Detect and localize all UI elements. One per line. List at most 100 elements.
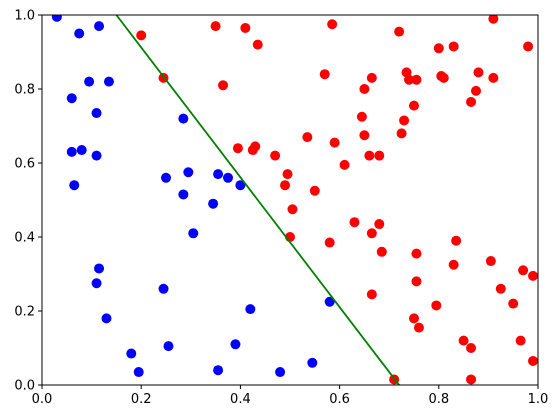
blue-point	[161, 172, 171, 183]
red-point	[488, 15, 499, 24]
blue-point	[91, 108, 102, 119]
blue-point	[94, 21, 105, 32]
red-point	[374, 150, 385, 161]
red-point	[324, 237, 335, 248]
red-point	[466, 374, 477, 385]
red-point	[218, 80, 229, 91]
blue-point	[324, 296, 335, 307]
blue-point	[84, 76, 95, 87]
red-point	[366, 289, 377, 300]
blue-point	[94, 263, 105, 274]
red-point	[433, 43, 444, 54]
red-point	[409, 313, 419, 324]
red-point	[309, 185, 320, 196]
red-point	[515, 335, 526, 346]
red-point	[528, 355, 538, 366]
axes-frame	[41, 14, 539, 386]
red-point	[232, 143, 243, 154]
y-tick-label: 0.6	[14, 157, 35, 172]
red-point	[287, 204, 298, 215]
blue-point	[158, 283, 169, 294]
red-point	[339, 159, 350, 170]
decision-boundary-line	[115, 15, 400, 385]
red-point	[374, 219, 385, 230]
blue-point	[183, 167, 194, 178]
blue-point	[188, 228, 199, 239]
red-point	[518, 265, 529, 276]
red-point	[523, 41, 534, 52]
blue-point	[103, 76, 114, 87]
blue-point	[208, 198, 219, 209]
x-tick-label: 0.4	[230, 392, 251, 407]
red-point	[471, 85, 481, 96]
blue-point	[66, 93, 77, 104]
red-point	[270, 150, 281, 161]
blue-point	[178, 189, 189, 200]
x-axis-ticks: 0.0 0.2 0.4 0.6 0.8 1.0	[32, 385, 549, 407]
red-point	[359, 84, 370, 94]
red-point	[366, 72, 377, 83]
blue-point	[51, 15, 62, 22]
red-point	[349, 217, 360, 228]
blue-point	[275, 367, 286, 378]
red-point	[448, 259, 459, 270]
blue-point	[126, 348, 137, 359]
red-point	[359, 130, 370, 141]
x-tick-label: 0.6	[329, 392, 350, 407]
red-point	[376, 246, 387, 257]
red-point	[396, 128, 407, 139]
red-point	[302, 132, 313, 143]
x-tick-label: 0.2	[131, 392, 152, 407]
red-point	[458, 335, 469, 346]
blue-point	[223, 172, 233, 183]
blue-point	[163, 341, 174, 352]
red-point	[413, 322, 424, 333]
red-point	[329, 137, 340, 148]
red-point	[399, 115, 410, 126]
red-point	[409, 100, 419, 111]
red-point	[319, 69, 330, 80]
red-point	[394, 26, 405, 37]
red-point	[282, 169, 293, 180]
red-point	[404, 74, 415, 85]
blue-point	[74, 28, 85, 39]
red-point	[451, 235, 462, 246]
y-tick-label: 0.2	[14, 305, 35, 320]
red-point	[411, 74, 422, 85]
blue-point	[213, 169, 224, 180]
blue-point	[76, 145, 87, 156]
red-point	[411, 276, 422, 287]
red-point	[485, 256, 496, 267]
red-point	[438, 72, 449, 83]
red-point	[240, 22, 251, 33]
blue-point	[213, 365, 224, 376]
red-point	[366, 228, 377, 239]
red-point	[327, 19, 338, 30]
y-tick-label: 0.4	[14, 231, 35, 246]
red-point	[431, 300, 442, 311]
blue-point	[69, 180, 80, 191]
blue-point	[178, 113, 189, 124]
blue-point	[245, 304, 256, 315]
blue-point	[235, 180, 246, 191]
y-axis-ticks: 0.0 0.2 0.4 0.6 0.8 1.0	[14, 9, 42, 394]
blue-point	[91, 278, 102, 289]
red-point	[252, 39, 263, 50]
red-point	[528, 270, 538, 281]
blue-point	[133, 367, 144, 378]
red-point	[488, 72, 499, 83]
x-tick-label: 1.0	[528, 392, 549, 407]
red-point	[250, 141, 261, 152]
red-point	[448, 41, 459, 52]
blue-point	[230, 339, 241, 350]
plot-marks	[51, 15, 538, 385]
x-tick-label: 0.8	[428, 392, 449, 407]
red-point	[473, 67, 484, 78]
red-point	[411, 248, 422, 259]
x-tick-label: 0.0	[32, 392, 53, 407]
red-point	[508, 298, 519, 309]
red-point	[495, 283, 506, 294]
blue-point	[91, 150, 102, 161]
